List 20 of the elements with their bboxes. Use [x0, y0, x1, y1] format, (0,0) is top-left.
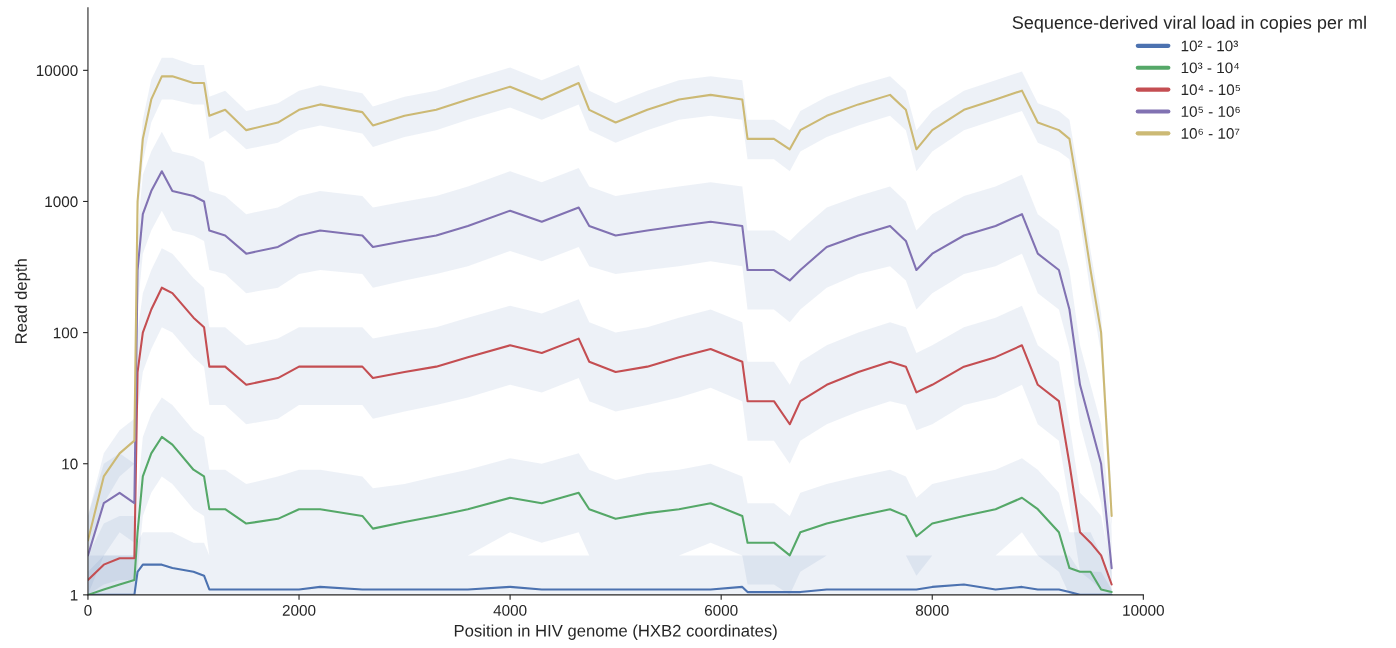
legend-title: Sequence-derived viral load in copies per ml	[1012, 15, 1366, 33]
x-tick-label: 10000	[1123, 604, 1164, 616]
x-tick-label: 4000	[493, 604, 527, 616]
legend-label: 10⁵ - 10⁶	[1181, 106, 1240, 117]
y-tick-label: 100	[53, 327, 78, 339]
x-tick-label: 0	[84, 604, 92, 616]
legend-label: 10³ - 10⁴	[1181, 62, 1240, 74]
y-tick-label: 1000	[45, 196, 78, 208]
line-series	[87, 435, 1113, 595]
y-tick-label: 10000	[36, 65, 78, 77]
x-tick-label: 2000	[282, 604, 316, 616]
legend-label: 10⁶ - 10⁷	[1181, 128, 1240, 139]
y-tick-label: 10	[62, 458, 78, 470]
x-tick-label: 6000	[704, 604, 738, 616]
legend-label: 10⁴ - 10⁵	[1181, 84, 1241, 96]
y-axis-title: Read depth	[14, 259, 31, 344]
x-axis-title: Position in HIV genome (HXB2 coordinates)	[454, 624, 777, 640]
x-tick-label: 8000	[915, 604, 949, 616]
legend-label: 10² - 10³	[1181, 40, 1238, 52]
y-tick-label: 1	[70, 589, 78, 601]
